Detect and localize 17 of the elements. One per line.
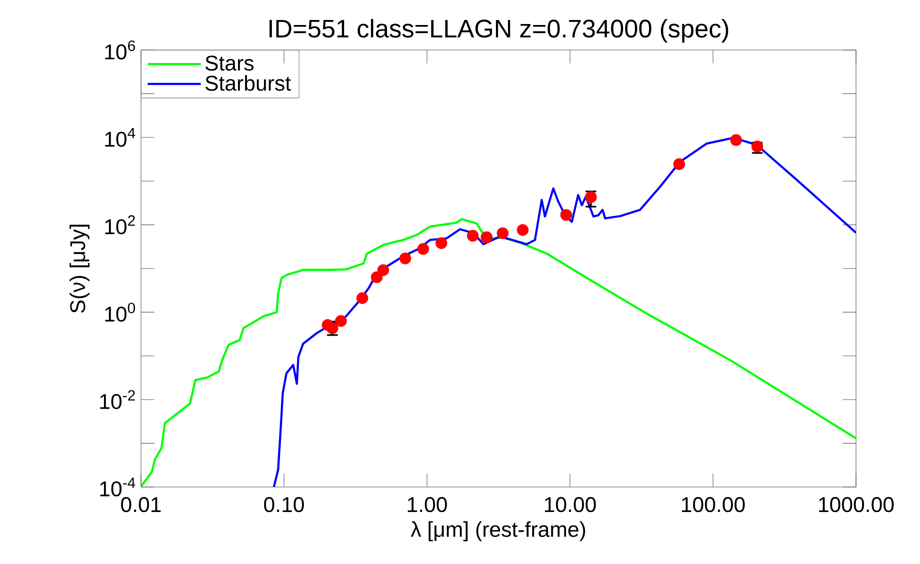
x-tick-label: 0.01 — [121, 497, 161, 512]
x-axis-title: λ [μm] (rest-frame) — [410, 521, 586, 542]
x-tick-label: 1000.00 — [819, 497, 894, 512]
legend-label: Starburst — [205, 75, 291, 91]
x-tick-label: 10.00 — [544, 497, 596, 512]
x-tick-label: 0.10 — [264, 497, 304, 512]
y-tick-label: 10$^{0}$ — [105, 302, 136, 322]
x-tick-label: 1.00 — [408, 497, 447, 512]
y-axis-title: S(ν) [μJy] — [70, 224, 90, 313]
chart-title: ID=551 class=LLAGN z=0.734000 (spec) — [270, 19, 728, 43]
y-tick-label: 10$^{2}$ — [105, 215, 135, 234]
y-tick-label: 10$^{-2}$ — [100, 390, 135, 410]
y-tick-label: 10$^{6}$ — [105, 40, 135, 60]
y-tick-label: 10$^{4}$ — [105, 128, 136, 147]
x-tick-label: 100.00 — [682, 497, 745, 512]
y-tick-label: 10$^{-4}$ — [100, 478, 136, 496]
legend-label: Stars — [205, 56, 254, 71]
